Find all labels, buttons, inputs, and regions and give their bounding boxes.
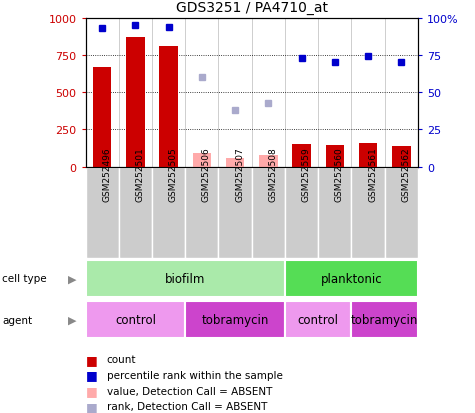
Text: count: count	[107, 354, 136, 364]
Text: control: control	[298, 313, 339, 327]
Bar	[359, 143, 377, 167]
FancyBboxPatch shape	[385, 167, 418, 258]
Text: GSM252501: GSM252501	[135, 147, 144, 202]
Text: tobramycin: tobramycin	[351, 313, 418, 327]
Title: GDS3251 / PA4710_at: GDS3251 / PA4710_at	[176, 1, 328, 15]
Text: GSM252560: GSM252560	[335, 147, 344, 202]
Bar	[93, 68, 111, 167]
Text: ■: ■	[86, 353, 97, 366]
Text: GSM252496: GSM252496	[102, 147, 111, 202]
Text: GSM252562: GSM252562	[401, 147, 410, 202]
Text: agent: agent	[2, 315, 32, 325]
Text: GSM252508: GSM252508	[268, 147, 277, 202]
Text: control: control	[115, 313, 156, 327]
FancyBboxPatch shape	[352, 301, 418, 339]
Text: tobramycin: tobramycin	[201, 313, 269, 327]
Text: percentile rank within the sample: percentile rank within the sample	[107, 370, 283, 380]
Bar	[293, 144, 311, 167]
Text: biofilm: biofilm	[165, 272, 205, 285]
Bar	[193, 154, 211, 167]
Text: ■: ■	[86, 384, 97, 397]
Text: GSM252506: GSM252506	[202, 147, 211, 202]
Bar	[259, 156, 277, 167]
FancyBboxPatch shape	[285, 260, 418, 297]
Text: cell type: cell type	[2, 274, 47, 284]
FancyBboxPatch shape	[152, 167, 185, 258]
Text: ■: ■	[86, 400, 97, 413]
FancyBboxPatch shape	[252, 167, 285, 258]
Bar	[326, 146, 344, 167]
FancyBboxPatch shape	[285, 167, 318, 258]
FancyBboxPatch shape	[86, 167, 119, 258]
FancyBboxPatch shape	[119, 167, 152, 258]
Text: value, Detection Call = ABSENT: value, Detection Call = ABSENT	[107, 386, 272, 396]
FancyBboxPatch shape	[352, 167, 385, 258]
FancyBboxPatch shape	[185, 167, 218, 258]
Bar	[392, 147, 410, 167]
FancyBboxPatch shape	[318, 167, 352, 258]
Text: GSM252559: GSM252559	[302, 147, 311, 202]
Text: GSM252507: GSM252507	[235, 147, 244, 202]
FancyBboxPatch shape	[86, 301, 185, 339]
FancyBboxPatch shape	[218, 167, 252, 258]
Text: ■: ■	[86, 368, 97, 382]
Text: rank, Detection Call = ABSENT: rank, Detection Call = ABSENT	[107, 401, 267, 411]
FancyBboxPatch shape	[86, 260, 285, 297]
Bar	[160, 47, 178, 167]
Text: ▶: ▶	[67, 274, 76, 284]
Bar	[226, 159, 244, 167]
Text: GSM252561: GSM252561	[368, 147, 377, 202]
Bar	[126, 38, 144, 167]
Text: planktonic: planktonic	[321, 272, 382, 285]
FancyBboxPatch shape	[285, 301, 352, 339]
FancyBboxPatch shape	[185, 301, 285, 339]
Text: GSM252505: GSM252505	[169, 147, 178, 202]
Text: ▶: ▶	[67, 315, 76, 325]
